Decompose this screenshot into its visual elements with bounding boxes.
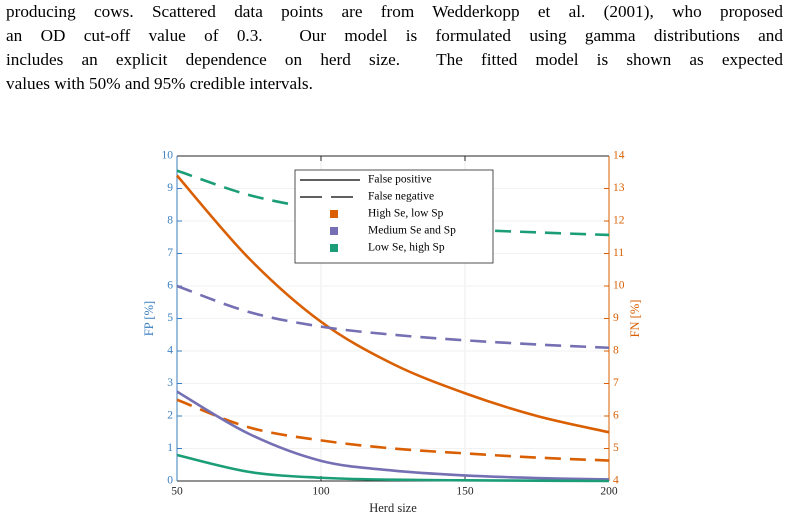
text-line: producing cows. Scattered data points ar… xyxy=(6,2,783,21)
x-axis-label: Herd size xyxy=(369,501,417,515)
legend-label: Low Se, high Sp xyxy=(368,242,445,254)
y-tick-label: 1 xyxy=(167,442,173,454)
y-tick-label: 2 xyxy=(167,410,173,422)
x-tick-label: 100 xyxy=(312,486,330,498)
y2-tick-label: 6 xyxy=(613,410,619,422)
y-tick-label: 4 xyxy=(167,345,173,357)
x-tick-label: 150 xyxy=(456,486,474,498)
y2-tick-label: 7 xyxy=(613,377,619,389)
x-tick-label: 200 xyxy=(600,486,618,498)
y2-tick-label: 10 xyxy=(613,280,625,292)
y2-tick-label: 11 xyxy=(613,247,624,259)
legend-swatch xyxy=(330,244,338,252)
legend-swatch xyxy=(330,227,338,235)
curve xyxy=(176,169,610,237)
y2-tick-label: 5 xyxy=(613,442,619,454)
y-axis-label: FP [%] xyxy=(142,301,156,336)
curve xyxy=(176,390,610,481)
y2-tick-label: 14 xyxy=(613,150,625,162)
y2-tick-label: 12 xyxy=(613,215,625,227)
y-tick-label: 8 xyxy=(167,215,173,227)
y2-tick-label: 8 xyxy=(613,345,619,357)
legend-label: High Se, low Sp xyxy=(368,208,444,220)
curve xyxy=(176,398,610,462)
text-line: values with 50% and 95% credible interva… xyxy=(6,74,313,93)
legend-label: Medium Se and Sp xyxy=(368,225,456,237)
legend-box xyxy=(294,169,494,264)
y-tick-label: 3 xyxy=(167,377,173,389)
legend-label: False positive xyxy=(368,174,432,186)
y2-tick-label: 4 xyxy=(613,475,619,487)
legend-label: False negative xyxy=(368,191,434,203)
curve xyxy=(176,174,610,434)
text-line: an OD cut-off value of 0.3. Our model is… xyxy=(6,26,783,45)
y-tick-label: 7 xyxy=(167,247,173,259)
curve xyxy=(176,453,610,483)
y2-tick-label: 9 xyxy=(613,312,619,324)
text-line: includes an explicit dependence on herd … xyxy=(6,50,783,69)
paragraph: producing cows. Scattered data points ar… xyxy=(6,0,783,96)
y-tick-label: 0 xyxy=(167,475,173,487)
curve xyxy=(176,284,610,350)
x-tick-label: 50 xyxy=(171,486,183,498)
y-tick-label: 10 xyxy=(162,150,174,162)
y2-axis-label: FN [%] xyxy=(628,300,642,338)
legend-swatch xyxy=(330,210,338,218)
y-tick-label: 5 xyxy=(167,312,173,324)
y-tick-label: 6 xyxy=(167,280,173,292)
y-tick-label: 9 xyxy=(167,182,173,194)
y2-tick-label: 13 xyxy=(613,182,625,194)
